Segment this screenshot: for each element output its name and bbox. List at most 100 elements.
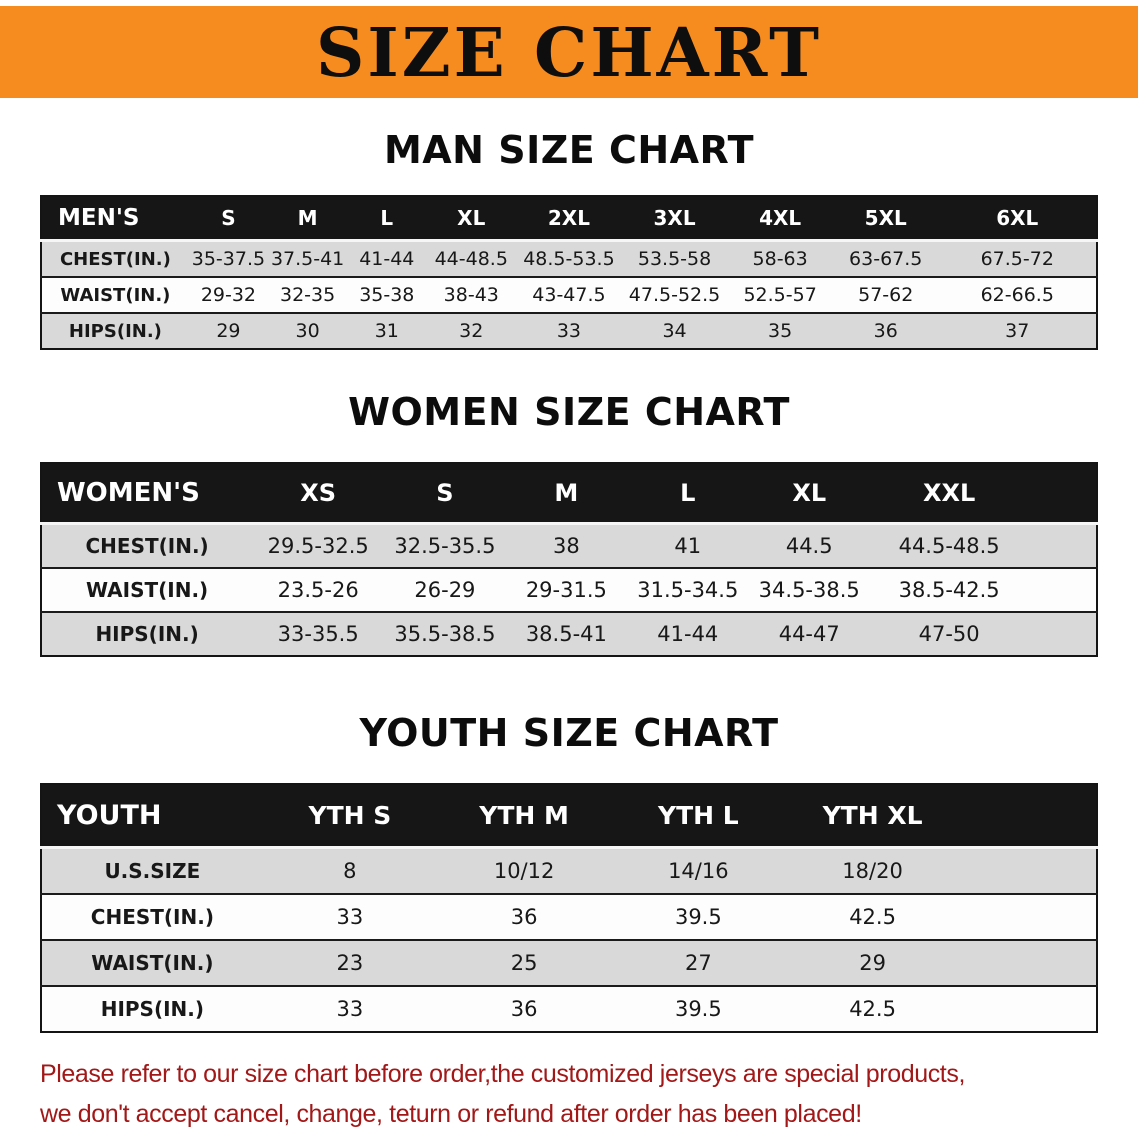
size-value-cell: 44-47 [778,622,840,646]
size-value-cell: 32-35 [280,284,336,306]
measurement-row: HIPS(IN.) 33-35.5 35.5-38.5 38.5-41 41-44 44-… [41,612,1097,656]
size-column-header: XL [426,196,517,241]
size-value-cell: 33 [556,320,582,342]
size-value-cell: 53.5-58 [637,248,712,270]
size-value-cell: 26-29 [414,578,476,602]
youth-section-heading: YOUTH SIZE CHART [359,711,779,755]
size-value-cell: 29.5-32.5 [267,534,369,558]
size-column-header: XS [252,463,385,524]
measurement-row: CHEST(IN.) 35-37.5 37.5-41 41-44 44-48.5 48.5… [41,240,1097,277]
size-value-cell: 35-37.5 [191,248,266,270]
note-line-1: Please refer to our size chart before or… [40,1060,965,1088]
size-value-cell: 10/12 [493,859,555,883]
size-column-header: S [188,196,269,241]
row-label: WAIST(IN.) [60,284,171,306]
size-value-cell: 33 [336,905,364,929]
size-value-cell: 35.5-38.5 [394,622,496,646]
row-label: U.S.SIZE [104,859,201,883]
banner: SIZE CHART [0,6,1138,98]
men-size-table: MEN'S S M L XL 2XL 3XL 4XL 5XL 6XL CHEST(IN.) 35-3… [40,195,1098,350]
row-label: CHEST(IN.) [59,248,171,270]
size-value-cell: 29 [859,951,886,975]
spacer-cell [1028,568,1097,612]
size-value-cell: 32.5-35.5 [394,534,496,558]
size-column-header: XL [748,463,870,524]
row-label: WAIST(IN.) [91,951,214,975]
size-chart-page: SIZE CHART MAN SIZE CHART MEN'S S M L XL 2XL 3… [0,6,1138,1131]
men-header-row: MEN'S S M L XL 2XL 3XL 4XL 5XL 6XL [41,196,1097,241]
size-value-cell: 38-43 [443,284,499,306]
row-label: HIPS(IN.) [68,320,162,342]
row-label: HIPS(IN.) [100,997,205,1021]
size-value-cell: 25 [510,951,538,975]
table-corner-label: WOMEN'S [41,463,253,524]
size-value-cell: 39.5 [674,905,722,929]
size-column-header: 4XL [727,196,833,241]
size-value-cell: 42.5 [849,905,896,929]
size-value-cell: 27 [684,951,712,975]
size-value-cell: 35-38 [359,284,415,306]
table-corner-label: YOUTH [41,784,263,848]
row-label: WAIST(IN.) [86,578,209,602]
size-value-cell: 67.5-72 [980,248,1054,270]
page-title: SIZE CHART [315,12,822,92]
women-section: WOMEN SIZE CHART WOMEN'S XS S M L XL XXL CHEST… [0,390,1138,657]
measurement-row: CHEST(IN.) 29.5-32.5 32.5-35.5 38 41 44.5 44.5… [41,523,1097,569]
size-value-cell: 37 [1005,320,1030,342]
size-value-cell: 29-31.5 [525,578,607,602]
measurement-row: CHEST(IN.) 33 36 39.5 42.5 [41,894,1097,940]
size-value-cell: 41-44 [359,248,415,270]
row-label: HIPS(IN.) [95,622,199,646]
size-column-header: 2XL [516,196,622,241]
size-value-cell: 36 [510,905,538,929]
women-table-body: CHEST(IN.) 29.5-32.5 32.5-35.5 38 41 44.5 44.5… [41,523,1097,656]
size-value-cell: 62-66.5 [980,284,1054,306]
row-label: CHEST(IN.) [85,534,209,558]
size-value-cell: 29-32 [200,284,257,306]
size-column-header: YTH M [436,784,612,848]
women-table-wrap: WOMEN'S XS S M L XL XXL CHEST(IN.) 29.5-32.5 32.… [40,462,1098,657]
size-value-cell: 34.5-38.5 [758,578,860,602]
size-value-cell: 8 [343,859,357,883]
spacer-cell [1028,524,1097,569]
size-column-header: XXL [869,463,1029,524]
size-column-header: YTH S [262,784,437,848]
spacer-cell [1028,463,1097,524]
footer-note: Please refer to our size chart before or… [40,1059,1098,1131]
youth-table-body: U.S.SIZE 8 10/12 14/16 18/20 CHEST(IN.) 33 36 39… [41,847,1097,1032]
size-value-cell: 63-67.5 [849,248,923,270]
spacer-cell [959,784,1097,848]
size-column-header: 5XL [832,196,939,241]
size-value-cell: 33 [336,997,364,1021]
size-value-cell: 31.5-34.5 [637,578,739,602]
women-size-table: WOMEN'S XS S M L XL XXL CHEST(IN.) 29.5-32.5 32.… [40,462,1098,657]
size-value-cell: 47.5-52.5 [628,284,721,306]
women-header-row: WOMEN'S XS S M L XL XXL [41,463,1097,524]
size-value-cell: 36 [510,997,538,1021]
youth-section: YOUTH SIZE CHART YOUTH YTH S YTH M YTH L YTH… [0,711,1138,1033]
size-value-cell: 39.5 [674,997,722,1021]
size-value-cell: 31 [374,320,399,342]
spacer-cell [960,848,1097,895]
youth-size-table: YOUTH YTH S YTH M YTH L YTH XL U.S.SIZE 8 10/1… [40,783,1098,1033]
size-value-cell: 18/20 [842,859,903,883]
size-value-cell: 44.5 [785,534,833,558]
size-value-cell: 44-48.5 [434,248,508,270]
size-value-cell: 41 [674,534,702,558]
spacer-cell [1028,612,1097,656]
size-column-header: YTH XL [785,784,960,848]
measurement-row: HIPS(IN.) 29 30 31 32 33 34 35 36 37 [41,313,1097,349]
measurement-row: HIPS(IN.) 33 36 39.5 42.5 [41,986,1097,1032]
size-value-cell: 30 [295,320,320,342]
size-value-cell: 48.5-53.5 [523,248,615,270]
size-value-cell: 35 [768,320,793,342]
size-column-header: S [384,463,506,524]
measurement-row: WAIST(IN.) 29-32 32-35 35-38 38-43 43-47.5 47.… [41,277,1097,313]
size-value-cell: 29 [216,320,241,342]
size-column-header: M [268,196,348,241]
size-value-cell: 14/16 [668,859,729,883]
measurement-row: U.S.SIZE 8 10/12 14/16 18/20 [41,847,1097,895]
measurement-row: WAIST(IN.) 23.5-26 26-29 29-31.5 31.5-34.5 34… [41,568,1097,612]
measurement-row: WAIST(IN.) 23 25 27 29 [41,940,1097,986]
table-corner-label: MEN'S [41,196,189,241]
